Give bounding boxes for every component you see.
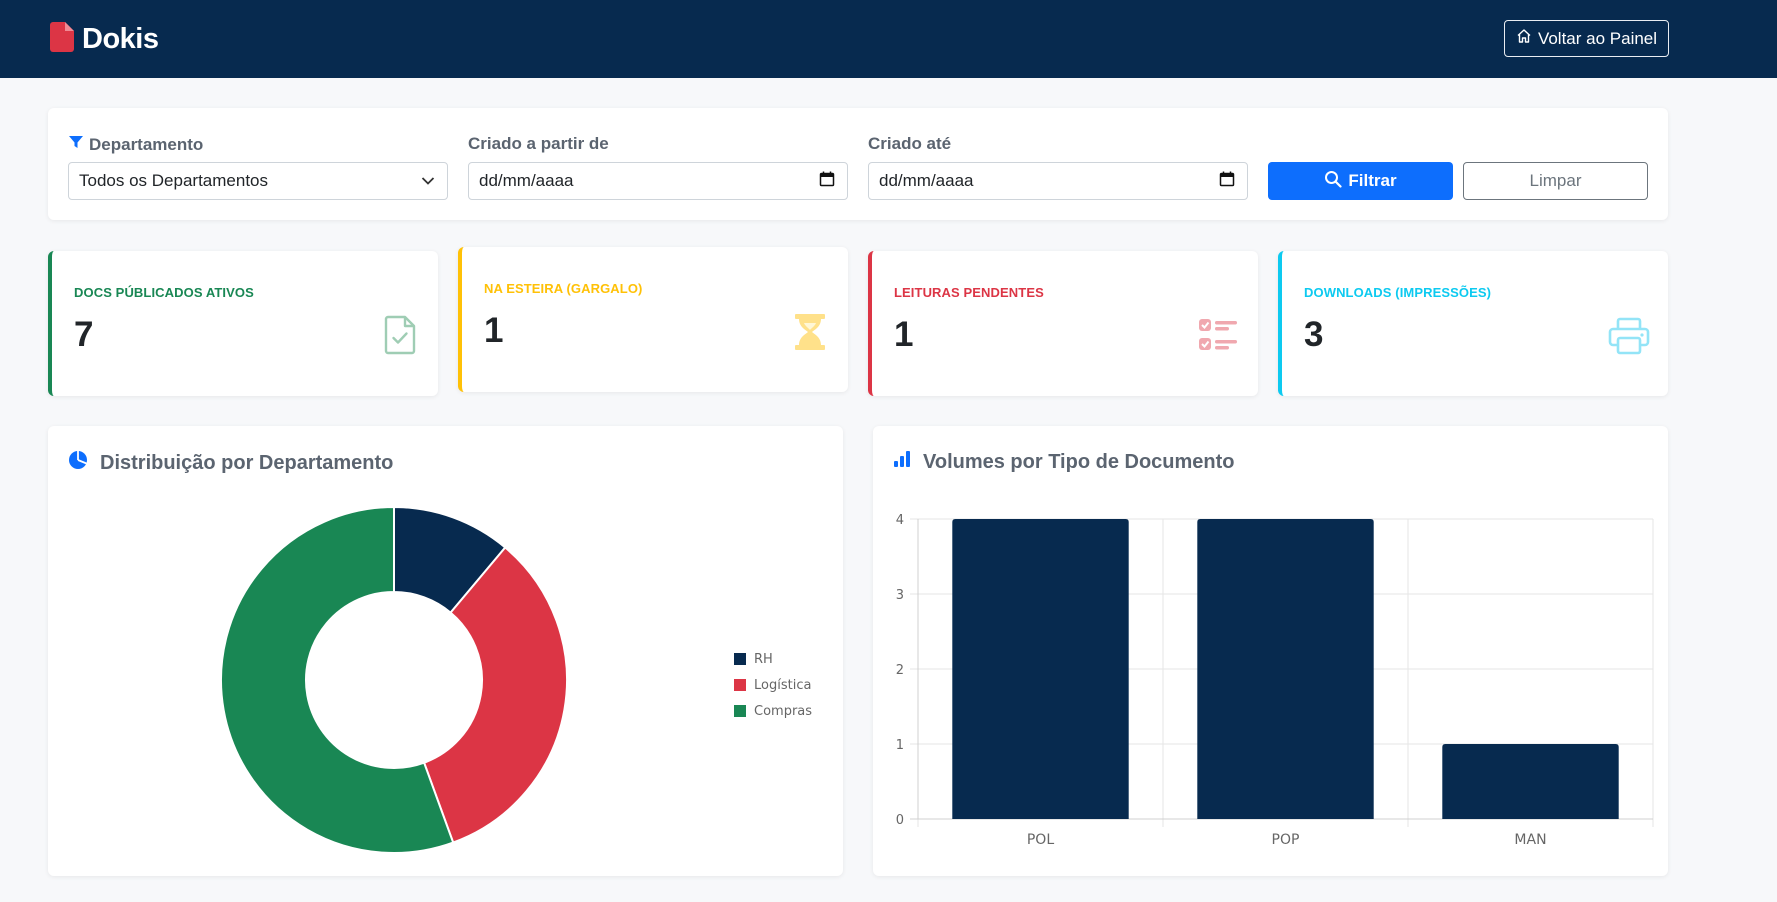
- doughnut-slice-logística[interactable]: [422, 546, 568, 844]
- created-until-value: dd/mm/aaaa: [879, 171, 974, 190]
- stat-label: DOWNLOADS (IMPRESSÕES): [1304, 285, 1492, 300]
- funnel-icon: [68, 134, 84, 155]
- bar-pop[interactable]: [1197, 519, 1374, 819]
- file-icon: [50, 22, 74, 57]
- y-tick-label: 3: [896, 588, 904, 603]
- legend-item[interactable]: Compras: [734, 698, 812, 724]
- doc-type-chart-card: Volumes por Tipo de Documento 0 1 2 3 4 POL PO…: [873, 426, 1668, 876]
- stat-card-published: DOCS PÚBLICADOS ATIVOS 7: [48, 251, 438, 396]
- bar-man[interactable]: [1442, 744, 1619, 819]
- legend-label: Compras: [754, 703, 813, 719]
- created-until-label: Criado até: [868, 134, 952, 153]
- created-until-input[interactable]: dd/mm/aaaa: [868, 162, 1248, 200]
- y-tick-label: 0: [896, 813, 904, 828]
- stat-label: DOCS PÚBLICADOS ATIVOS: [74, 285, 254, 300]
- calendar-icon[interactable]: [819, 171, 835, 192]
- stat-value: 7: [74, 315, 94, 354]
- created-from-input[interactable]: dd/mm/aaaa: [468, 162, 848, 200]
- x-tick-label: MAN: [1514, 832, 1546, 848]
- calendar-icon[interactable]: [1219, 171, 1235, 192]
- y-tick-label: 1: [896, 738, 904, 753]
- x-tick-label: POL: [1027, 832, 1054, 848]
- bar-pol[interactable]: [952, 519, 1129, 819]
- department-filter-label: Departamento: [68, 134, 203, 155]
- doughnut-chart: [220, 505, 568, 854]
- legend-label: RH: [754, 651, 773, 667]
- legend-item[interactable]: Logística: [734, 672, 812, 698]
- stat-value: 1: [894, 315, 914, 354]
- stat-card-downloads: DOWNLOADS (IMPRESSÕES) 3: [1278, 251, 1668, 396]
- stat-card-pending-reads: LEITURAS PENDENTES 1: [868, 251, 1258, 396]
- stat-card-pipeline: NA ESTEIRA (GARGALO) 1: [458, 247, 848, 392]
- bar-chart-icon: [893, 450, 911, 474]
- hourglass-icon: [794, 313, 826, 356]
- x-tick-label: POP: [1272, 832, 1300, 848]
- legend-item[interactable]: RH: [734, 646, 812, 672]
- doughnut-slice-compras[interactable]: [220, 505, 455, 854]
- y-tick-label: 2: [896, 663, 904, 678]
- doc-type-chart-title: Volumes por Tipo de Documento: [893, 450, 1235, 474]
- house-icon: [1516, 28, 1532, 49]
- navbar: Dokis Voltar ao Painel: [0, 0, 1777, 78]
- filter-card: Departamento Todos os Departamentos Cria…: [48, 108, 1668, 220]
- y-tick-label: 4: [896, 513, 904, 528]
- legend-swatch: [734, 705, 746, 717]
- stat-label: LEITURAS PENDENTES: [894, 285, 1044, 300]
- department-select[interactable]: Todos os Departamentos: [68, 162, 448, 200]
- stat-label: NA ESTEIRA (GARGALO): [484, 281, 643, 296]
- filter-button[interactable]: Filtrar: [1268, 162, 1453, 200]
- legend-label: Logística: [754, 677, 812, 693]
- stat-value: 3: [1304, 315, 1324, 354]
- file-check-icon: [384, 315, 416, 360]
- legend-swatch: [734, 679, 746, 691]
- brand-name: Dokis: [82, 23, 159, 55]
- department-chart-card: Distribuição por Departamento RH Logísti…: [48, 426, 843, 876]
- pie-chart-icon: [68, 450, 88, 476]
- printer-icon: [1608, 317, 1650, 360]
- brand[interactable]: Dokis: [50, 22, 159, 57]
- doughnut-legend: RH Logística Compras: [734, 646, 812, 724]
- back-to-dashboard-label: Voltar ao Painel: [1537, 28, 1658, 48]
- department-select-value: Todos os Departamentos: [79, 171, 268, 190]
- chevron-down-icon: [421, 171, 435, 191]
- filter-button-label: Filtrar: [1348, 171, 1397, 190]
- created-from-label: Criado a partir de: [468, 134, 609, 153]
- back-to-dashboard-button[interactable]: Voltar ao Painel: [1504, 20, 1669, 57]
- department-chart-title: Distribuição por Departamento: [68, 450, 393, 476]
- clear-button[interactable]: Limpar: [1463, 162, 1648, 200]
- stat-value: 1: [484, 311, 504, 350]
- checklist-icon: [1198, 317, 1238, 358]
- search-icon: [1324, 170, 1343, 193]
- created-from-value: dd/mm/aaaa: [479, 171, 574, 190]
- bar-chart: 0 1 2 3 4 POL POP MAN: [896, 513, 1654, 848]
- legend-swatch: [734, 653, 746, 665]
